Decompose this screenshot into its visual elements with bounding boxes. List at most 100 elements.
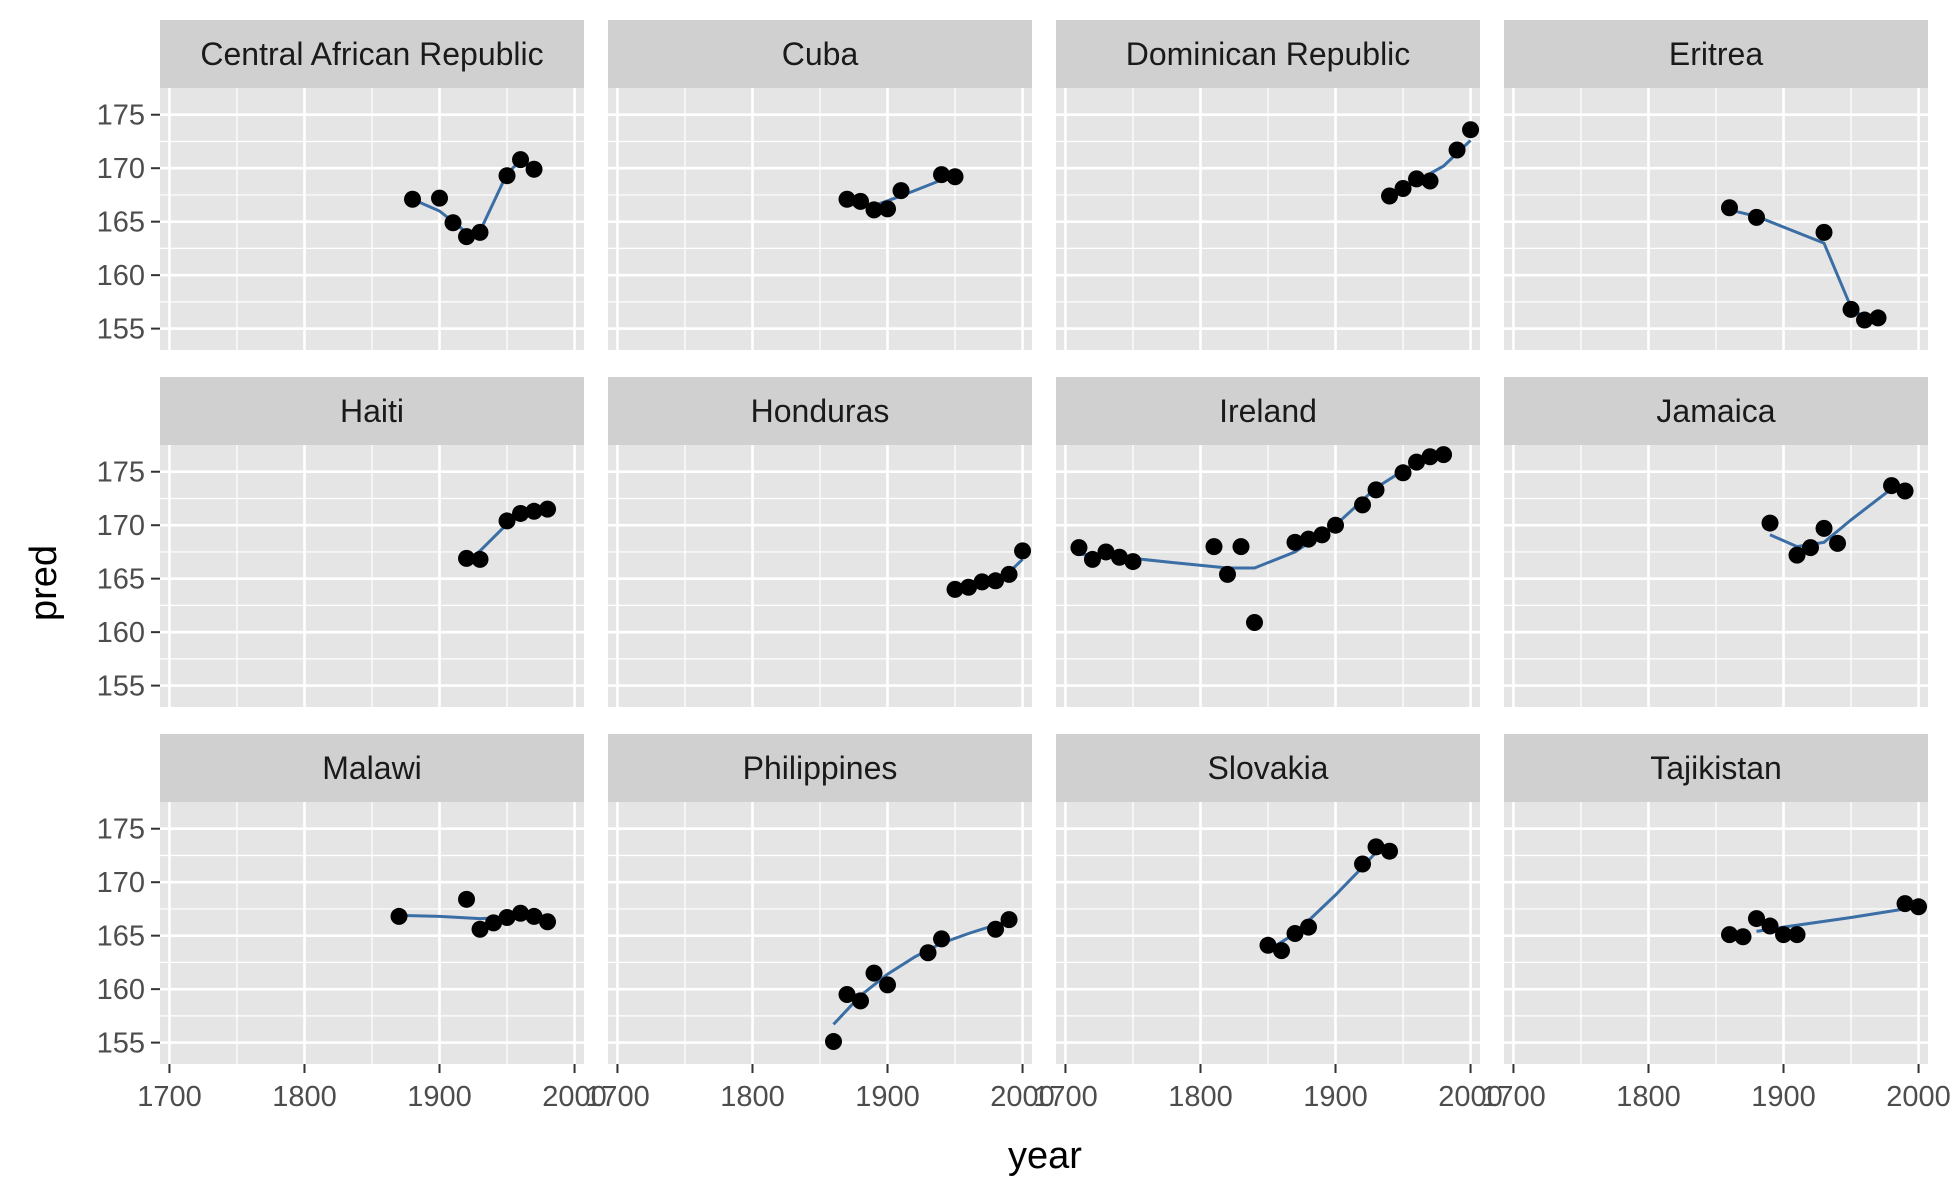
data-point [458,890,476,908]
gridlines [160,802,584,1064]
y-tick-label: 175 [97,457,145,489]
facet-strip [608,20,1032,88]
facet-strip [1056,734,1480,802]
data-point [1110,548,1128,566]
data-point [1734,928,1752,946]
data-point [1910,898,1928,916]
data-point [879,976,897,994]
data-point [892,182,910,200]
data-point [512,904,530,922]
data-point [933,930,951,948]
facet-strip [1504,734,1928,802]
data-point [1394,464,1412,482]
data-point [539,500,557,518]
facet-panel: Philippines [608,734,1032,1064]
x-tick-label: 1800 [272,1081,337,1113]
data-point [879,200,897,218]
x-tick-label: 1800 [720,1081,785,1113]
data-point [825,1033,843,1051]
x-tick-label: 2000 [542,1081,607,1113]
y-tick-label: 155 [97,1028,145,1060]
y-tick-label: 160 [97,260,145,292]
data-point [1883,477,1901,495]
x-tick-label: 1800 [1168,1081,1233,1113]
data-point [390,907,408,925]
data-point [1761,917,1779,935]
y-tick-label: 175 [97,814,145,846]
facet-strip [1504,377,1928,445]
facet-title: Eritrea [1669,36,1763,72]
x-tick-label: 2000 [1438,1081,1503,1113]
data-point [1354,496,1372,514]
data-point [946,580,964,598]
data-point [539,913,557,931]
data-point [1381,187,1399,205]
data-point [1083,550,1101,568]
data-point [471,550,489,568]
gridlines [608,802,1032,1064]
facet-panel: Slovakia [1056,734,1480,1064]
data-point [1394,180,1412,198]
x-tick-label: 1700 [585,1081,650,1113]
facet-panels: Central African Republic Cuba Dominican Re… [160,20,1928,1064]
facet-strip [1056,20,1480,88]
data-point [838,985,856,1003]
facet-panel: Malawi [160,734,584,1064]
data-point [987,920,1005,938]
data-point [1896,482,1914,500]
facet-panel: Tajikistan [1504,734,1928,1064]
data-point [852,992,870,1010]
data-point [1815,519,1833,537]
data-point [1367,838,1385,856]
data-point [498,167,516,185]
data-point [1232,538,1250,556]
y-tick-label: 160 [97,974,145,1006]
data-point [838,190,856,208]
data-point [512,504,530,522]
data-point [1205,538,1223,556]
data-point [852,192,870,210]
x-axis-title: year [1008,1135,1082,1177]
data-point [1448,141,1466,159]
data-point [1896,895,1914,913]
data-point [1300,530,1318,548]
facet-title: Dominican Republic [1126,36,1411,72]
x-tick-label: 1700 [1481,1081,1546,1113]
facet-strip [608,377,1032,445]
y-axis-title: pred [23,545,65,621]
y-tick-label: 165 [97,921,145,953]
facet-strip [1056,377,1480,445]
y-tick-label: 160 [97,617,145,649]
data-point [1408,453,1426,471]
data-point [1245,614,1263,632]
data-point [1761,514,1779,532]
y-tick-label: 165 [97,564,145,596]
data-point [1259,936,1277,954]
data-point [525,907,543,925]
data-point [865,964,883,982]
data-point [1218,565,1236,583]
data-point [458,549,476,567]
gridlines [1504,445,1928,707]
data-point [1748,208,1766,226]
facet-panel: Cuba [608,20,1032,350]
facet-title: Central African Republic [200,36,543,72]
facet-panel: Honduras [608,377,1032,707]
x-tick-label: 1700 [1033,1081,1098,1113]
data-point [1435,446,1453,464]
data-point [1286,533,1304,551]
data-point [1408,170,1426,188]
facet-panel: Ireland [1056,377,1480,707]
x-tick-label: 1800 [1616,1081,1681,1113]
data-point [1367,481,1385,499]
gridlines [1504,88,1928,350]
data-point [1000,565,1018,583]
data-point [1462,121,1480,139]
facet-strip [160,734,584,802]
data-point [1842,300,1860,318]
facet-panel: Haiti [160,377,584,707]
x-tick-label: 1900 [407,1081,472,1113]
data-point [1070,539,1088,557]
facet-strip [160,377,584,445]
data-point [404,190,422,208]
